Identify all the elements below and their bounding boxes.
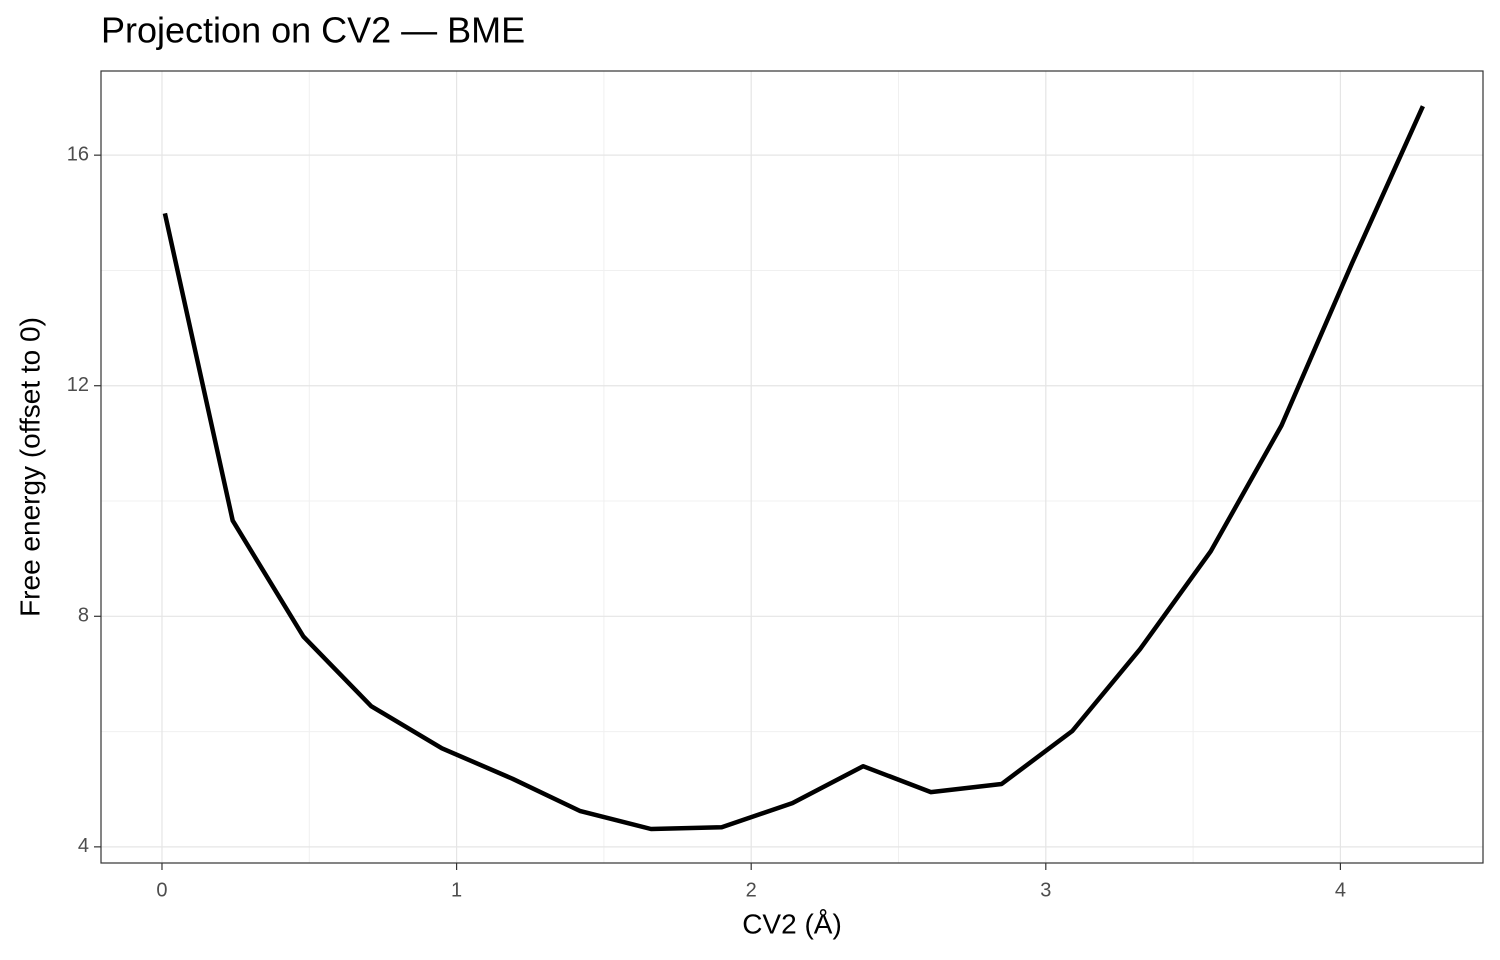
y-tick-label: 16: [67, 143, 89, 165]
x-tick-label: 0: [156, 879, 167, 901]
line: [162, 105, 1425, 832]
plot-border: [100, 70, 1484, 864]
y-axis-label: Free energy (offset to 0): [14, 317, 45, 617]
x-tick-label: 3: [1040, 879, 1051, 901]
x-tick-label: 2: [746, 879, 757, 901]
x-axis-label: CV2 (Å): [742, 908, 842, 939]
x-tick-label: 4: [1335, 879, 1346, 901]
chart-title: Projection on CV2 — BME: [101, 10, 525, 51]
y-tick-label: 8: [78, 605, 89, 627]
y-tick-label: 4: [78, 835, 89, 857]
x-tick-label: 1: [451, 879, 462, 901]
y-tick-label: 12: [67, 374, 89, 396]
